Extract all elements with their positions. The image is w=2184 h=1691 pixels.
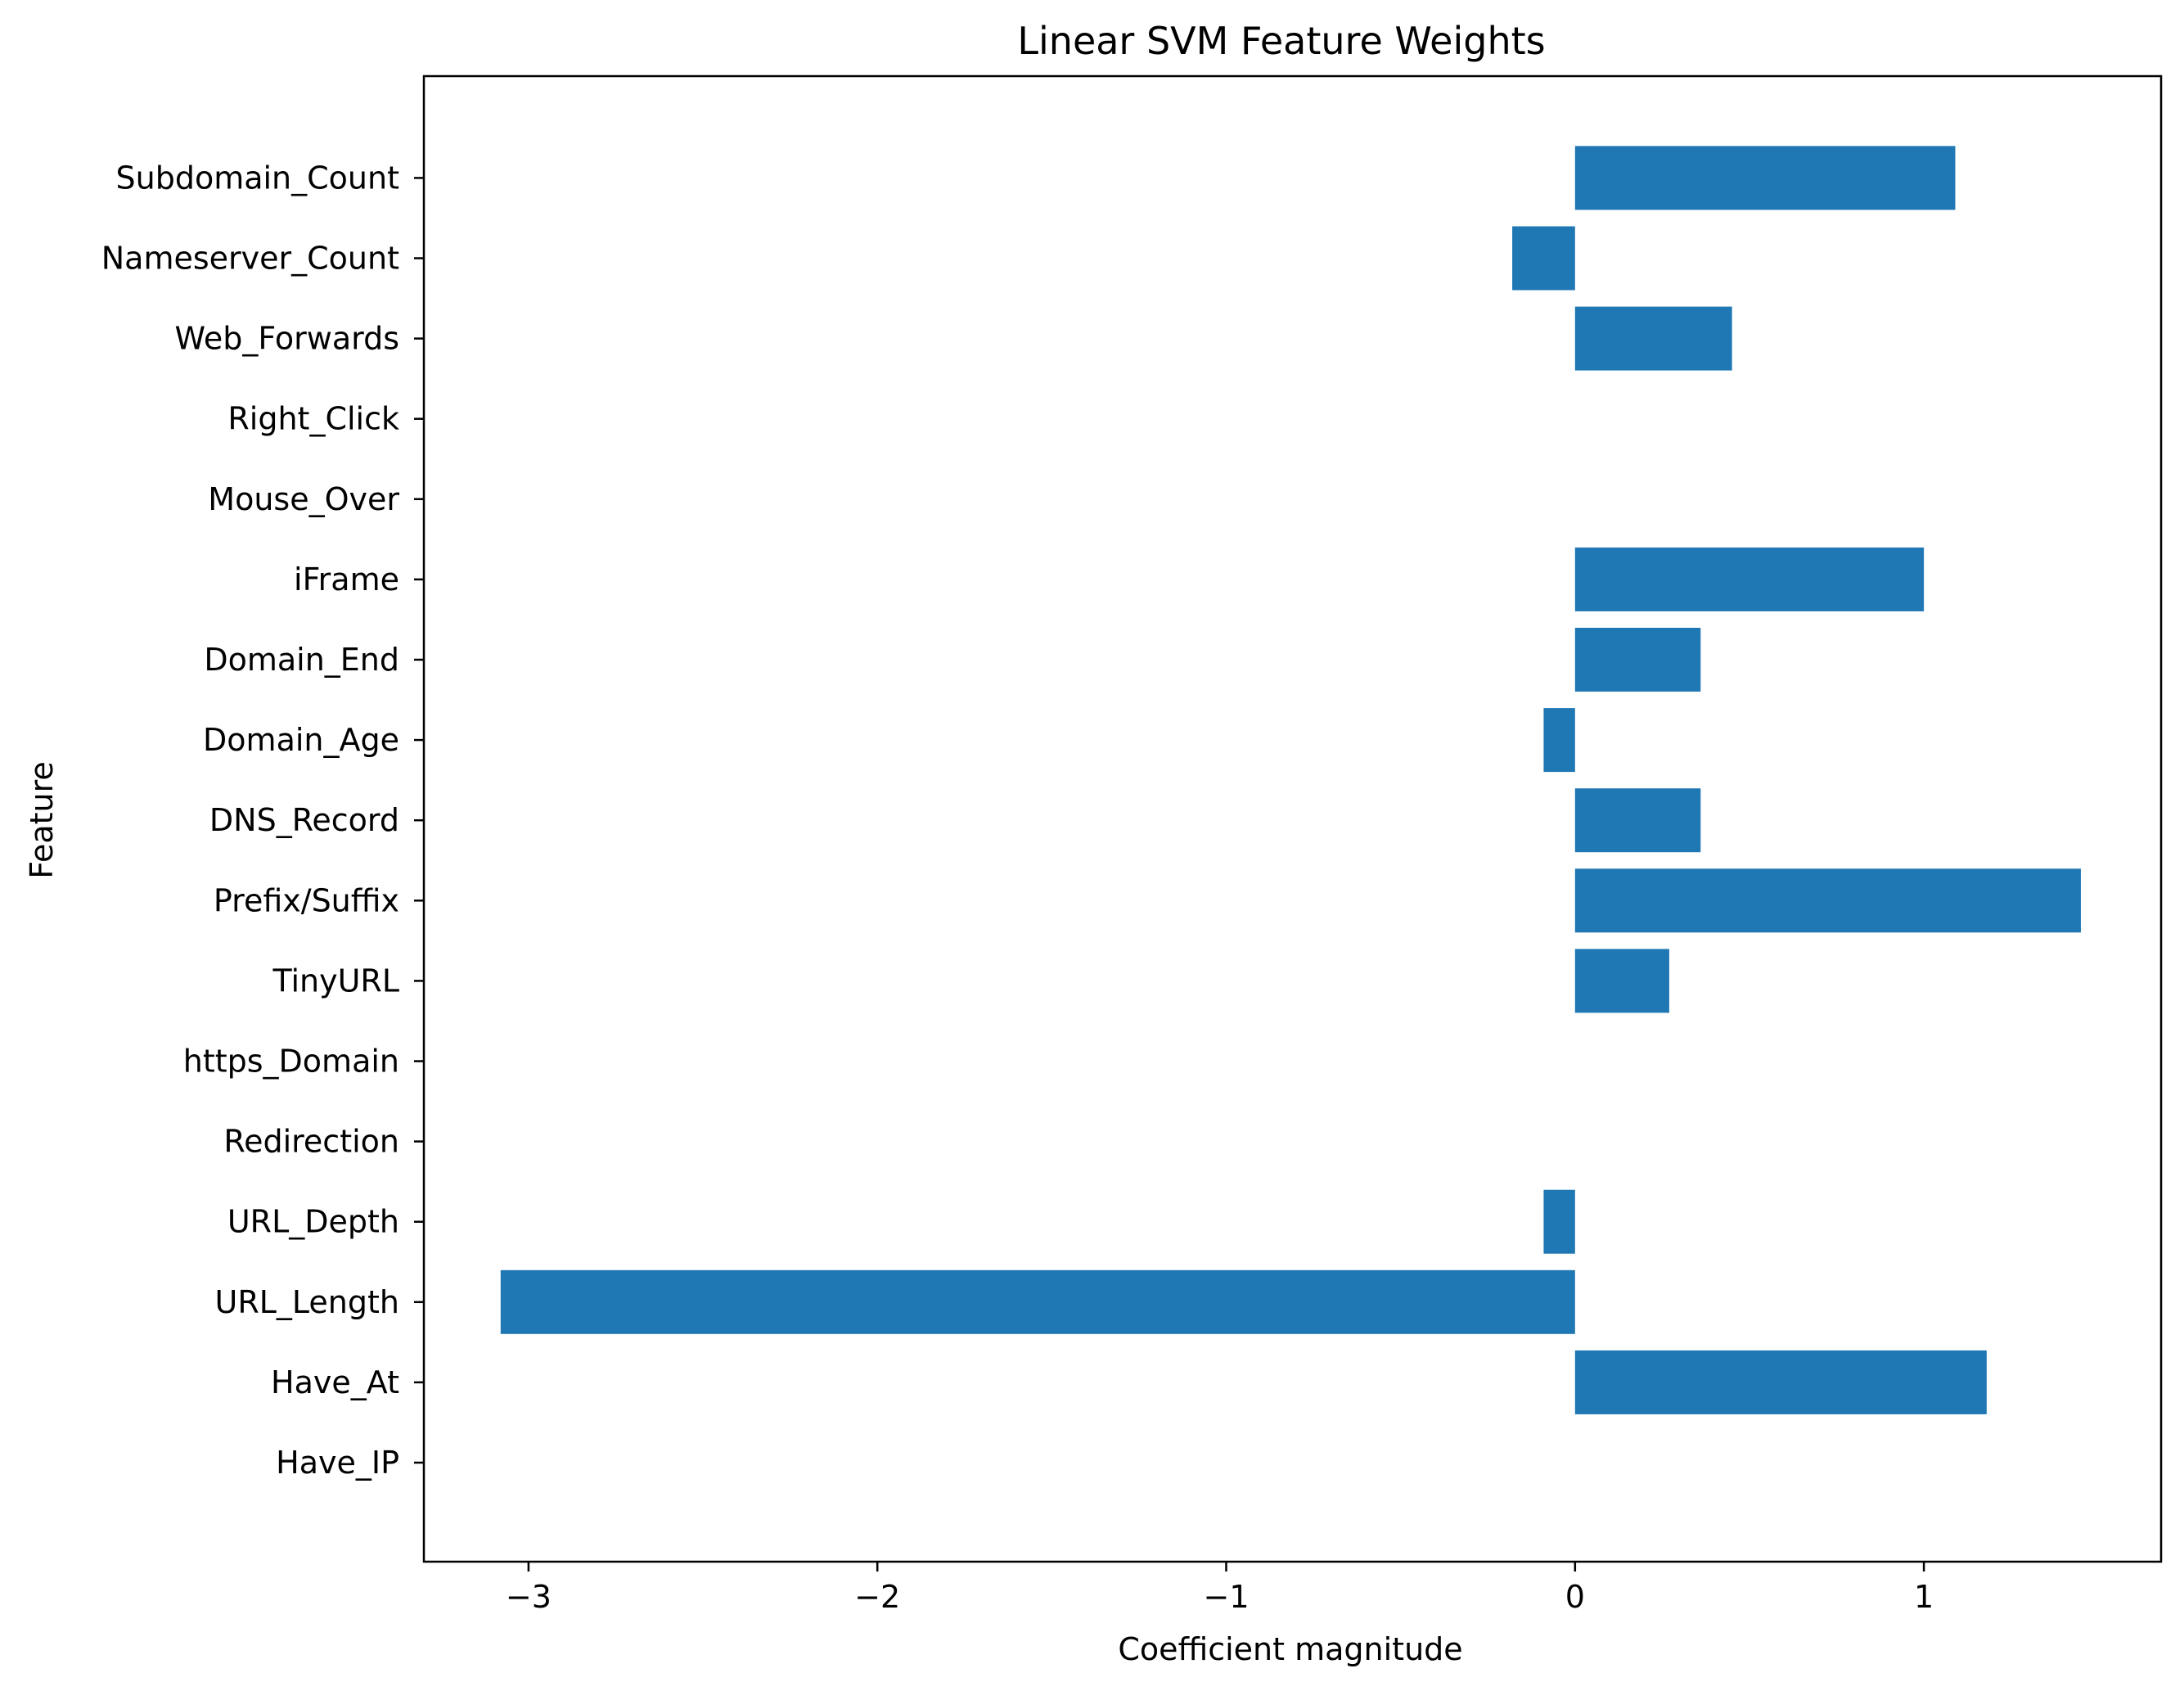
y-tick-label-domain-end: Domain_End xyxy=(204,642,399,678)
y-tick-label-iframe: iFrame xyxy=(294,561,399,597)
bars xyxy=(500,146,2081,1414)
bar-dns-record xyxy=(1574,788,1701,853)
y-tick-label-prefix-suffix: Prefix/Suffix xyxy=(214,882,399,918)
y-tick-label-mouse-over: Mouse_Over xyxy=(208,481,399,517)
bar-web-forwards xyxy=(1574,306,1732,371)
y-axis-ticks: Have_IP Have_At URL_Length URL_Depth Redirec… xyxy=(101,160,424,1481)
x-axis-ticks: −3 −2 −1 0 1 xyxy=(506,1562,1934,1615)
y-tick-label-domain-age: Domain_Age xyxy=(203,722,399,758)
y-tick-label-nameserver-count: Nameserver_Count xyxy=(101,241,399,277)
bar-prefix-suffix xyxy=(1574,868,2081,933)
plot-frame xyxy=(422,74,2163,1563)
y-tick-label-right-click: Right_Click xyxy=(227,401,399,437)
x-tick-label: −1 xyxy=(1203,1579,1249,1615)
x-tick-label: −3 xyxy=(506,1579,552,1615)
y-tick-label-have-at: Have_At xyxy=(271,1364,399,1400)
x-tick-label: −2 xyxy=(854,1579,900,1615)
chart-title: Linear SVM Feature Weights xyxy=(1017,19,1545,63)
bar-subdomain-count xyxy=(1574,146,1956,210)
y-tick-label-url-depth: URL_Depth xyxy=(227,1204,399,1240)
y-tick-label-web-forwards: Web_Forwards xyxy=(175,321,399,357)
y-tick-label-subdomain-count: Subdomain_Count xyxy=(116,160,400,196)
y-tick-label-redirection: Redirection xyxy=(223,1124,399,1160)
y-axis-label: Feature xyxy=(24,761,60,879)
y-tick-label-https-domain: https_Domain xyxy=(183,1044,399,1080)
y-tick-label-dns-record: DNS_Record xyxy=(209,802,399,838)
y-tick-label-have-ip: Have_IP xyxy=(276,1445,399,1481)
bar-tinyurl xyxy=(1574,949,1669,1013)
bar-domain-age xyxy=(1543,708,1575,773)
bar-nameserver-count xyxy=(1512,226,1575,291)
y-tick-label-tinyurl: TinyURL xyxy=(272,963,399,999)
y-tick-label-url-length: URL_Length xyxy=(215,1284,399,1320)
bar-have-at xyxy=(1574,1350,1987,1414)
bar-domain-end xyxy=(1574,628,1701,692)
x-tick-label: 0 xyxy=(1565,1579,1585,1615)
x-axis-label: Coefficient magnitude xyxy=(1118,1631,1462,1667)
bar-iframe xyxy=(1574,547,1925,611)
x-tick-label: 1 xyxy=(1914,1579,1934,1615)
bar-url-depth xyxy=(1543,1189,1575,1254)
bar-url-length xyxy=(500,1269,1575,1334)
